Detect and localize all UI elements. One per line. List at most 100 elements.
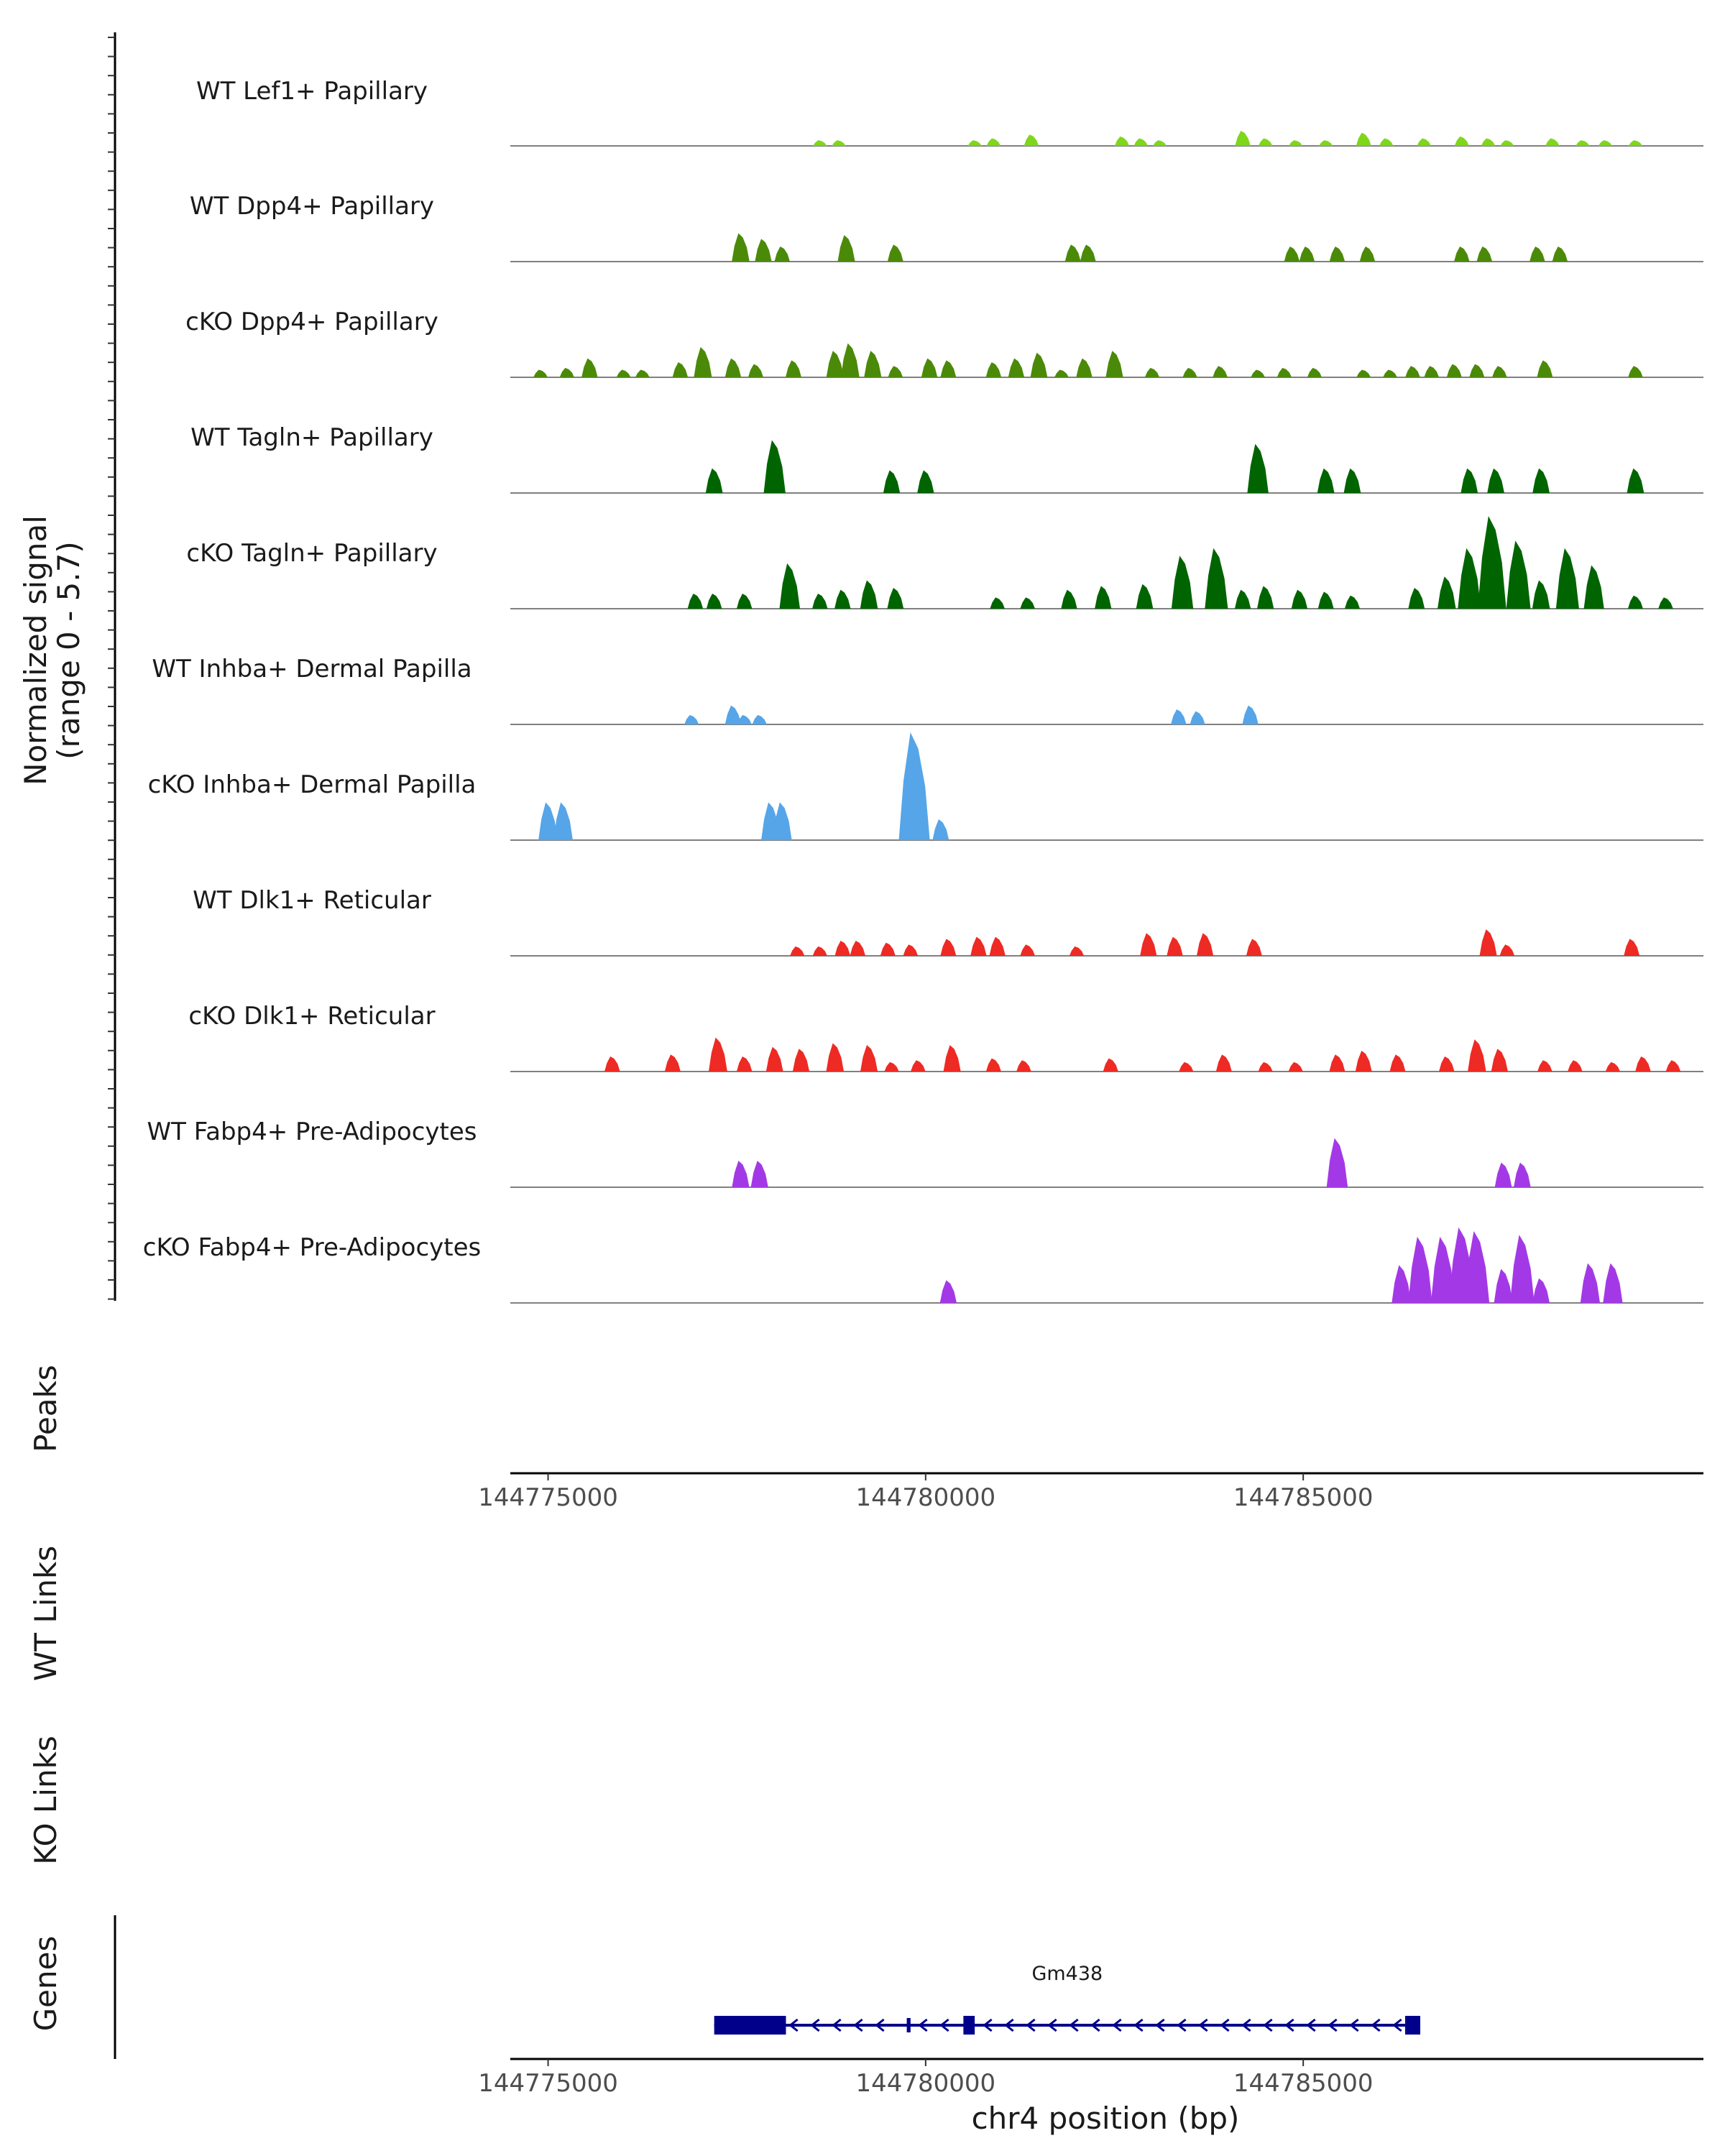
coverage-peak [1103, 1058, 1118, 1072]
coverage-peak [832, 140, 846, 146]
gene-exon [963, 2016, 975, 2035]
strand-arrow [1349, 2018, 1359, 2032]
coverage-peak [786, 360, 801, 377]
coverage-track [510, 1227, 1703, 1304]
coverage-peak [1628, 366, 1643, 377]
track-label: WT Inhba+ Dermal Papilla [152, 655, 472, 683]
coverage-peak [917, 470, 934, 493]
strand-arrow [1112, 2018, 1122, 2032]
coverage-peak [887, 588, 904, 609]
coverage-peak [1430, 1236, 1455, 1303]
coverage-peak [1284, 246, 1300, 262]
coverage-peak [1532, 1278, 1550, 1303]
coverage-peak [687, 593, 704, 609]
coverage-peak [1665, 1060, 1681, 1072]
coverage-peak [985, 1058, 1001, 1072]
coverage-peak [898, 732, 930, 840]
strand-arrow [1328, 2018, 1338, 2032]
coverage-peak [1454, 246, 1470, 262]
strand-arrow [1198, 2018, 1208, 2032]
coverage-peak [1247, 443, 1269, 493]
coverage-peak [1326, 1138, 1348, 1187]
coverage-peak [1439, 1056, 1455, 1072]
gene-exon [1405, 2016, 1421, 2035]
coverage-peak [1494, 1162, 1512, 1187]
coverage-peak [737, 714, 752, 724]
coverage-peak [533, 369, 548, 377]
coverage-peak [1095, 586, 1112, 609]
strand-arrow [853, 2018, 863, 2032]
coverage-peak [1392, 1265, 1412, 1303]
strand-arrow [1241, 2018, 1251, 2032]
track-label: WT Dpp4+ Papillary [190, 192, 434, 221]
x-tick-label: 144785000 [1233, 1483, 1374, 1512]
coverage-peak [1513, 1162, 1531, 1187]
coverage-peak [1458, 548, 1481, 609]
coverage-peak [1506, 540, 1531, 609]
coverage-peak [1317, 468, 1335, 493]
coverage-peak [1299, 246, 1315, 262]
coverage-track [510, 929, 1703, 957]
coverage-peak [1276, 367, 1292, 377]
peaks-panel-label: Peaks [28, 1365, 63, 1452]
coverage-track [510, 705, 1703, 725]
strand-arrow [1306, 2018, 1316, 2032]
coverage-peak [921, 358, 938, 377]
coverage-peak [736, 593, 753, 609]
coverage-track [510, 440, 1703, 494]
coverage-peak [864, 351, 882, 377]
coverage-peak [1532, 468, 1550, 493]
coverage-peak [1356, 132, 1371, 146]
coverage-track [510, 130, 1703, 147]
coverage-peak [1355, 1051, 1372, 1072]
coverage-peak [790, 946, 805, 956]
coverage-peak [1598, 140, 1613, 146]
coverage-peak [1545, 138, 1560, 146]
coverage-peak [813, 140, 827, 146]
track-label: WT Tagln+ Papillary [190, 423, 433, 452]
coverage-peak [1016, 1060, 1031, 1072]
coverage-peak [1307, 367, 1322, 377]
coverage-peak [826, 351, 844, 377]
coverage-peak [1213, 366, 1228, 377]
coverage-peak [834, 940, 851, 956]
coverage-peak [1256, 586, 1274, 609]
x-tick-label: 144775000 [478, 2069, 618, 2098]
strand-arrow [1133, 2018, 1144, 2032]
coverage-peak [694, 346, 712, 377]
coverage-peak [1343, 468, 1361, 493]
x-axis-title: chr4 position (bp) [972, 2101, 1240, 2136]
coverage-peak [705, 468, 723, 493]
coverage-peak [1136, 584, 1154, 609]
coverage-peak [1258, 1061, 1273, 1072]
coverage-peak [1215, 1054, 1232, 1072]
coverage-peak [1438, 576, 1456, 609]
coverage-peak [1537, 1060, 1552, 1072]
strand-arrow [918, 2018, 928, 2032]
coverage-peak [1537, 360, 1553, 377]
strand-arrow [1090, 2018, 1100, 2032]
strand-arrow [1220, 2018, 1230, 2032]
coverage-peak [1054, 369, 1069, 377]
coverage-peak [1171, 709, 1187, 724]
coverage-peak [1635, 1056, 1651, 1072]
coverage-peak [1499, 944, 1515, 956]
track-label: WT Fabp4+ Pre-Adipocytes [147, 1118, 477, 1146]
coverage-peak [750, 1161, 768, 1187]
coverage-peak [1580, 1263, 1601, 1303]
coverage-peak [553, 802, 573, 840]
coverage-peak [774, 246, 790, 262]
coverage-peak [1114, 136, 1130, 146]
coverage-peak [763, 440, 786, 493]
coverage-peak [1555, 548, 1579, 609]
peaks-x-axis-ticks: 144775000 144780000 144785000 [478, 1473, 1374, 1512]
coverage-peak [1020, 944, 1036, 956]
gene-exon [906, 2018, 911, 2032]
coverage-peak [1476, 246, 1493, 262]
strand-arrow [788, 2018, 799, 2032]
coverage-peak [724, 358, 742, 377]
strand-arrow [875, 2018, 885, 2032]
coverage-peak [604, 1056, 620, 1072]
coverage-peak [1030, 352, 1048, 377]
coverage-peak [1080, 244, 1096, 262]
